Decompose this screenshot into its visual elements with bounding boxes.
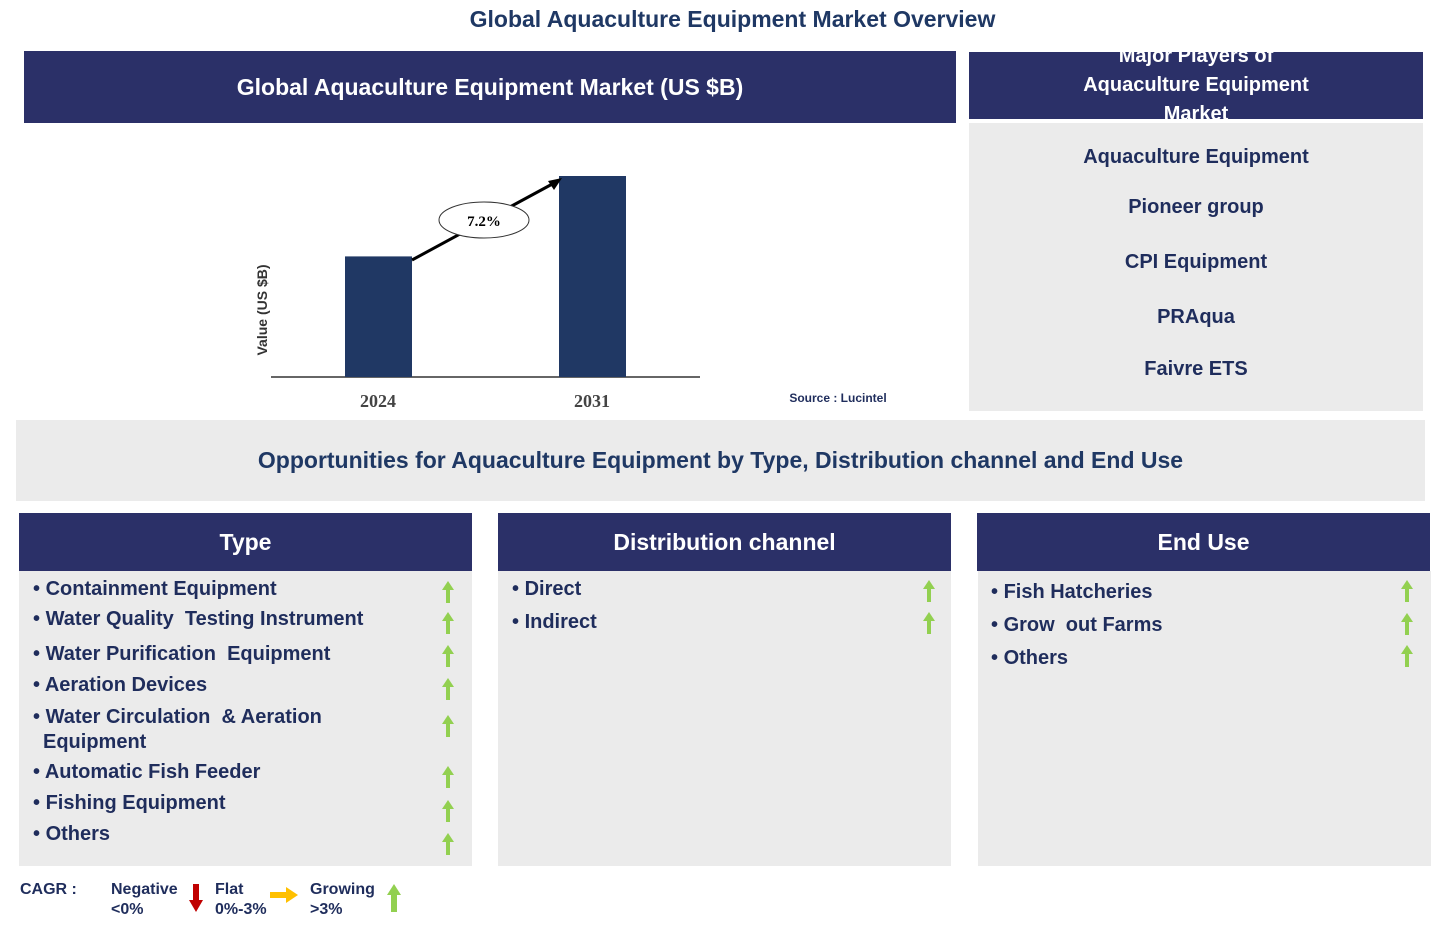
segment-item: • Water Purification Equipment (33, 643, 331, 665)
legend-flat: Flat 0%-3% (215, 880, 267, 920)
segment-item: • Fish Hatcheries (991, 581, 1153, 603)
segment-panel (498, 571, 951, 866)
legend-growing: Growing >3% (310, 880, 375, 920)
x-tick-label: 2031 (574, 391, 610, 411)
legend-label: CAGR : (20, 881, 77, 898)
legend-negative: Negative <0% (111, 880, 178, 920)
growing-arrow-icon (442, 678, 454, 700)
segment-item: • Grow out Farms (991, 614, 1163, 636)
legend-flat-label: Flat (215, 881, 244, 898)
players-panel: Aquaculture Equipment Pioneer group CPI Eq… (969, 123, 1423, 411)
down-arrow-icon (189, 884, 203, 912)
segment-item-label: Aeration Devices (44, 674, 208, 696)
bar-chart: Value (US $B) 2024 2031 7.2% Source : Luc… (254, 176, 887, 411)
page-title: Global Aquaculture Equipment Market Over… (469, 6, 996, 32)
segment-panel (978, 571, 1431, 866)
player-item: Pioneer group (1128, 196, 1264, 218)
segment-item-label: Fishing Equipment (45, 792, 226, 814)
segment-header: End Use (977, 511, 1430, 571)
legend-negative-label: Negative (111, 881, 178, 898)
legend-growing-range: >3% (310, 901, 343, 918)
segment-item: • Fishing Equipment (33, 792, 226, 814)
growing-arrow-icon (1401, 580, 1413, 602)
growing-arrow-icon (442, 581, 454, 603)
bar-2031 (559, 176, 626, 377)
player-item: Faivre ETS (1144, 358, 1248, 380)
segment-item: • Others (991, 647, 1069, 669)
segment-item: • Aeration Devices (33, 674, 208, 696)
segment-item: • Indirect (512, 611, 597, 633)
growing-arrow-icon (1401, 645, 1413, 667)
legend-flat-range: 0%-3% (215, 901, 267, 918)
segment-item: • Containment Equipment (33, 578, 277, 600)
x-tick-label: 2024 (360, 391, 396, 411)
growing-arrow-icon (442, 833, 454, 855)
segment-header: Type (19, 511, 472, 571)
growing-arrow-icon (923, 612, 935, 634)
segment-item: • Automatic Fish Feeder (33, 761, 261, 783)
segment-item-label: Others (1003, 647, 1069, 669)
segment-item-label: Direct (524, 578, 582, 600)
segment-item-label: Containment Equipment (45, 578, 277, 600)
segment-item: • Others (33, 823, 111, 845)
players-header: Major Players of Aquaculture Equipment M… (969, 45, 1423, 125)
arrow-head-icon (548, 178, 562, 190)
cagr-label: 7.2% (467, 214, 501, 230)
player-item: Aquaculture Equipment (1083, 146, 1309, 168)
legend-growing-label: Growing (310, 881, 375, 898)
segment-item-label: Water Circulation & Aeration Equipment (43, 706, 328, 753)
segment-item-label: Water Quality Testing Instrument (45, 608, 364, 630)
player-item: CPI Equipment (1124, 251, 1268, 273)
segment-item: • Water Circulation & Aeration Equipment (33, 706, 328, 753)
chart-header: Global Aquaculture Equipment Market (US … (24, 51, 956, 123)
growing-arrow-icon (442, 766, 454, 788)
segment-item-label: Grow out Farms (1003, 614, 1163, 636)
growing-arrow-icon (442, 612, 454, 634)
player-item: PRAqua (1157, 306, 1235, 328)
right-arrow-icon (270, 887, 298, 903)
growing-arrow-icon (442, 645, 454, 667)
segment-item-label: Indirect (524, 611, 597, 633)
y-axis-label: Value (US $B) (254, 264, 270, 355)
legend-negative-range: <0% (111, 901, 144, 918)
segment-item: • Direct (512, 578, 582, 600)
segment-header: Distribution channel (498, 511, 951, 571)
bar-2024 (345, 256, 412, 377)
growing-arrow-icon (1401, 613, 1413, 635)
segment-item-label: Automatic Fish Feeder (44, 761, 261, 783)
growing-arrow-icon (442, 800, 454, 822)
source-label: Source : Lucintel (789, 391, 886, 405)
cagr-ellipse (438, 201, 530, 239)
segment-panel (19, 571, 472, 866)
segment-item-label: Water Purification Equipment (45, 643, 331, 665)
segment-item-label: Fish Hatcheries (1003, 581, 1153, 603)
opportunities-title: Opportunities for Aquaculture Equipment … (16, 420, 1425, 501)
segment-item: • Water Quality Testing Instrument (33, 608, 364, 630)
up-arrow-icon (387, 884, 401, 912)
growing-arrow-icon (442, 715, 454, 737)
segment-item-label: Others (45, 823, 111, 845)
growing-arrow-icon (923, 580, 935, 602)
